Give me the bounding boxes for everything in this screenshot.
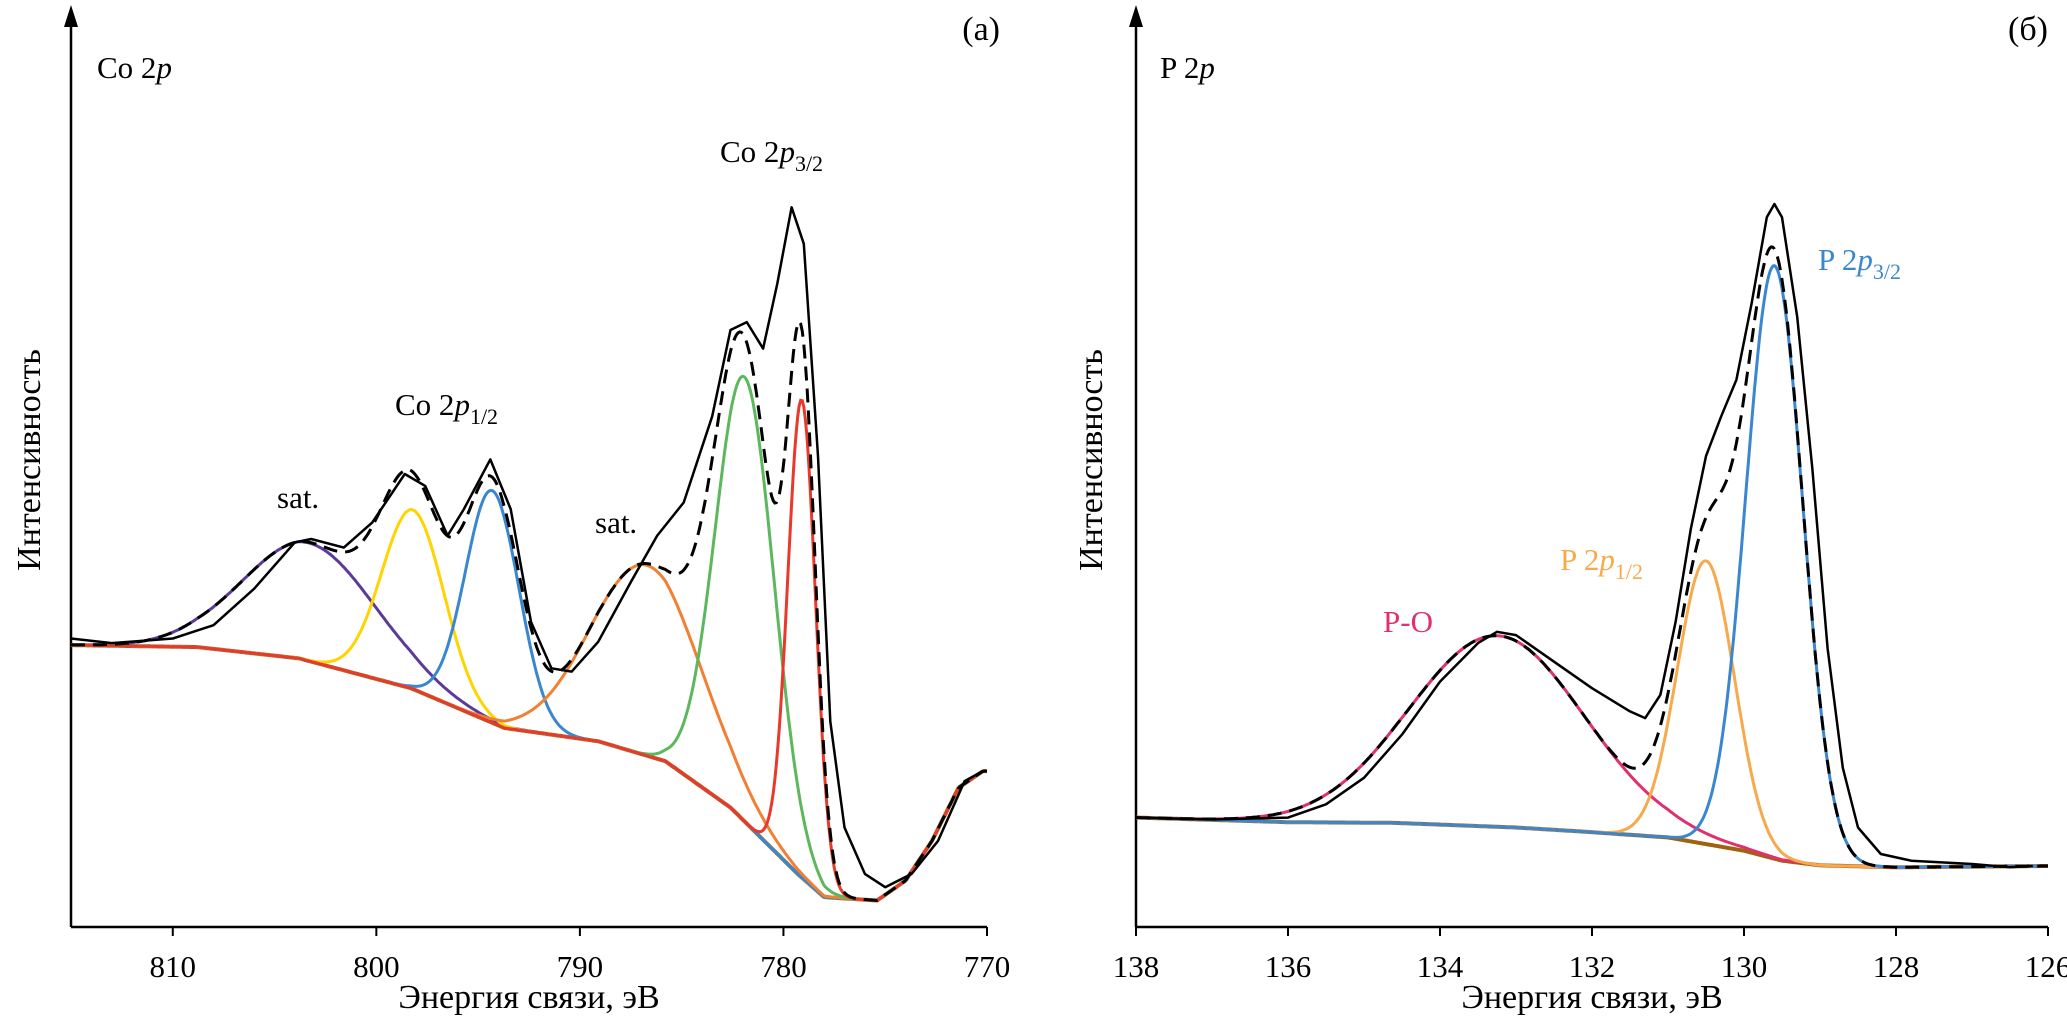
y-axis-title: Интенсивность [11,349,48,571]
x-tick-label: 126 [2025,949,2067,984]
component-peak-0 [71,540,987,903]
peak-label: sat. [277,480,319,515]
x-tick-label: 810 [150,949,197,984]
peak-label-text: Co 2 [720,134,779,169]
x-axis-title: Энергия связи, эВ [398,979,659,1016]
peak-label-text: sat. [277,480,319,515]
peak-label-subscript: 3/2 [1873,259,1901,284]
x-tick-label: 130 [1721,949,1768,984]
y-axis-arrow-icon [1129,5,1143,27]
panel-a: 810 800 790 780 770 Энергия связи, эВ Интенсив… [11,5,1010,1016]
peak-label-italic: p [777,134,795,169]
panel-b: 138 136 134 132 130 128 126 Энергия связи, эВ Ин… [1073,5,2067,1016]
spectrum-title: Co 2p [97,50,172,85]
x-tick-label: 136 [1265,949,1312,984]
peak-label-text: P 2 [1818,242,1857,277]
peak-label-subscript: 3/2 [795,151,823,176]
peak-label-subscript: 1/2 [470,404,498,429]
peak-label-text: Co 2 [395,387,454,422]
peak-label: P-O [1383,604,1433,639]
peak-label-text: P 2 [1560,542,1599,577]
panel-label: (a) [962,11,1000,48]
spectrum-title-italic: p [154,50,172,85]
x-axis-title: Энергия связи, эВ [1461,979,1722,1016]
spectrum-title-italic: p [1197,50,1215,85]
fit-envelope-line [1135,245,2048,869]
x-tick-label: 770 [964,949,1011,984]
peak-label: Co 2p3/2 [720,134,823,176]
background-line [71,643,987,903]
experimental-line [70,206,984,889]
peak-label: Co 2p1/2 [395,387,498,429]
x-tick-label: 138 [1113,949,1160,984]
panel-label: (б) [2008,11,2048,48]
peak-label-subscript: 1/2 [1615,559,1643,584]
peak-label: P 2p3/2 [1818,242,1901,284]
spectrum-title-text: Co 2 [97,50,156,85]
y-axis-arrow-icon [64,5,78,27]
x-tick-label: 780 [760,949,807,984]
peak-label: sat. [595,505,637,540]
x-tick-label: 128 [1873,949,1920,984]
peak-label: P 2p1/2 [1560,542,1643,584]
x-tick-label: 134 [1417,949,1464,984]
x-tick-label: 132 [1569,949,1616,984]
x-tick-label: 800 [353,949,400,984]
peak-label-italic: p [452,387,470,422]
peak-label-text: P-O [1383,604,1433,639]
component-peak-5 [71,398,987,903]
peak-label-text: sat. [595,505,637,540]
peak-label-italic: p [1597,542,1615,577]
spectrum-title: P 2p [1160,50,1215,85]
x-tick-label: 790 [557,949,604,984]
y-axis-title: Интенсивность [1073,349,1110,571]
experimental-line [1135,202,2033,869]
spectrum-title-text: P 2 [1160,50,1199,85]
peak-label-italic: p [1855,242,1873,277]
fit-envelope-line [71,318,987,902]
